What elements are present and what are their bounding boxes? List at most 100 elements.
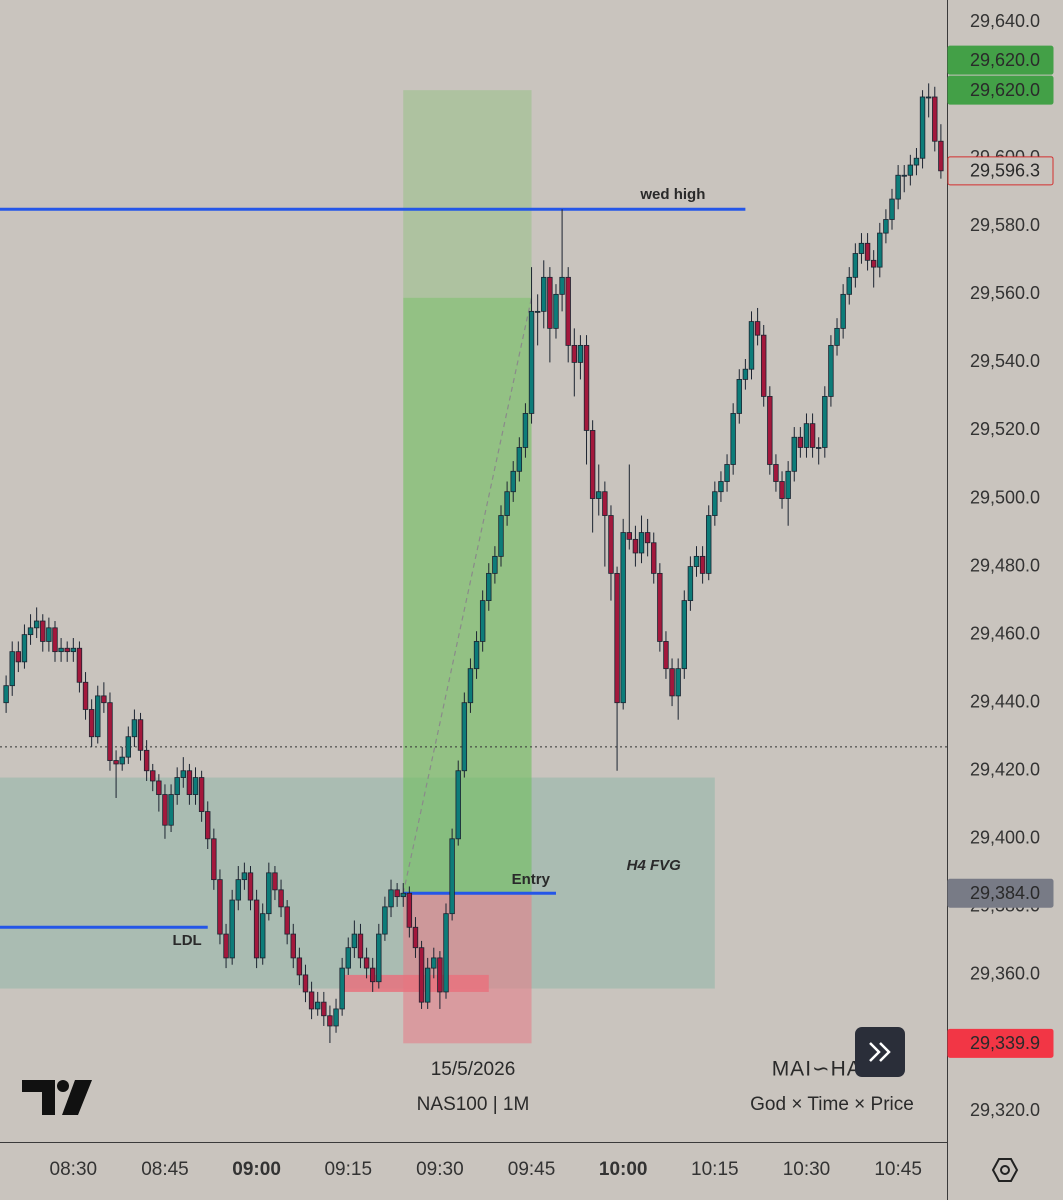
candle-body <box>223 933 229 959</box>
candle-body <box>828 344 834 397</box>
x-tick-label: 08:45 <box>141 1159 189 1180</box>
candle-body <box>742 368 749 380</box>
candle-body <box>119 756 125 765</box>
x-tick-label: 08:30 <box>50 1159 98 1180</box>
candle-body <box>522 413 529 448</box>
candle-body <box>247 872 254 901</box>
candle-body <box>394 889 400 898</box>
candle-body <box>632 538 639 554</box>
candle-body <box>162 794 168 826</box>
x-tick-label: 09:15 <box>324 1159 372 1180</box>
candle-body <box>437 957 443 993</box>
y-tick-label: 29,580.0 <box>970 215 1040 235</box>
candle-body <box>822 396 828 448</box>
candle-body <box>351 933 358 949</box>
candle-body <box>669 668 675 697</box>
stop-zone <box>403 893 532 1044</box>
candle-body <box>602 491 608 516</box>
candle-body <box>541 276 547 312</box>
candle-body <box>877 232 883 268</box>
candle-body <box>553 293 559 329</box>
symbol-label: NAS100 | 1M <box>417 1094 530 1115</box>
candle-body <box>33 620 40 629</box>
candle-body <box>754 321 761 336</box>
candle-body <box>803 423 810 448</box>
level-label: LDL <box>173 932 202 949</box>
candle-body <box>675 668 681 697</box>
candle-body <box>644 532 651 544</box>
candle-body <box>596 491 602 499</box>
candle-body <box>638 532 645 554</box>
candle-body <box>315 1001 321 1010</box>
candle-body <box>608 515 614 574</box>
candle-body <box>492 555 498 574</box>
candle-body <box>235 879 241 901</box>
candle-body <box>797 436 804 448</box>
y-tick-label: 29,540.0 <box>970 351 1040 371</box>
candle-body <box>327 1015 333 1027</box>
candle-body <box>260 913 266 959</box>
candle-body <box>583 344 590 431</box>
date-label: 15/5/2026 <box>431 1059 516 1080</box>
candle-body <box>3 685 9 704</box>
candle-body <box>412 926 419 949</box>
y-tick-label: 29,480.0 <box>970 555 1040 575</box>
candle-body <box>852 253 859 278</box>
candle-body <box>82 681 89 710</box>
candle-body <box>198 777 205 812</box>
candle-body <box>308 991 315 1010</box>
watermark: MAI∽HAM <box>772 1058 881 1081</box>
level-label: wed high <box>639 186 705 203</box>
candle-body <box>382 906 388 935</box>
price-badge <box>947 1028 1054 1058</box>
scroll-to-realtime-button[interactable] <box>855 1027 905 1077</box>
candle-body <box>88 709 95 738</box>
candle-body <box>589 430 596 499</box>
candle-body <box>339 967 345 1010</box>
candle-body <box>302 974 309 993</box>
candle-body <box>70 647 77 653</box>
candle-body <box>64 647 70 653</box>
x-tick-label: 09:30 <box>416 1159 464 1180</box>
candle-body <box>761 334 767 397</box>
candle-body <box>217 879 223 935</box>
candle-body <box>76 647 83 683</box>
candle-body <box>150 770 156 782</box>
candle-body <box>724 464 730 482</box>
candle-body <box>870 259 877 268</box>
plot-area: H4 FVG wed high LDL Entry <box>0 83 947 1044</box>
y-tick-label: 29,440.0 <box>970 691 1040 711</box>
fvg-zone <box>0 777 715 989</box>
candle-body <box>577 344 584 363</box>
x-tick-label: 09:00 <box>232 1159 281 1180</box>
candle-body <box>528 310 535 414</box>
candle-body <box>614 572 620 704</box>
candle-body <box>907 164 914 176</box>
red-zone <box>342 974 489 992</box>
settings-button[interactable] <box>991 1158 1019 1182</box>
y-tick-label: 29,640.0 <box>970 11 1040 31</box>
candle-body <box>565 276 571 346</box>
candle-body <box>345 947 351 969</box>
candle-body <box>388 889 394 908</box>
price-badge-label: 29,339.9 <box>970 1033 1040 1053</box>
candle-body <box>9 651 15 687</box>
candle-body <box>571 344 578 363</box>
candle-body <box>657 572 663 642</box>
candle-body <box>883 219 889 234</box>
candle-body <box>443 913 449 993</box>
y-tick-label: 29,560.0 <box>970 283 1040 303</box>
candle-body <box>913 157 920 166</box>
candle-body <box>473 641 480 670</box>
candle-body <box>95 695 101 738</box>
candle-body <box>168 794 174 826</box>
x-tick-label: 10:30 <box>783 1159 831 1180</box>
candle-body <box>730 413 736 465</box>
price-badge <box>947 45 1054 75</box>
candle-body <box>52 627 58 653</box>
candle-body <box>455 770 461 840</box>
candle-body <box>510 470 516 493</box>
tagline: God × Time × Price <box>750 1094 914 1115</box>
y-tick-label: 29,360.0 <box>970 964 1040 984</box>
